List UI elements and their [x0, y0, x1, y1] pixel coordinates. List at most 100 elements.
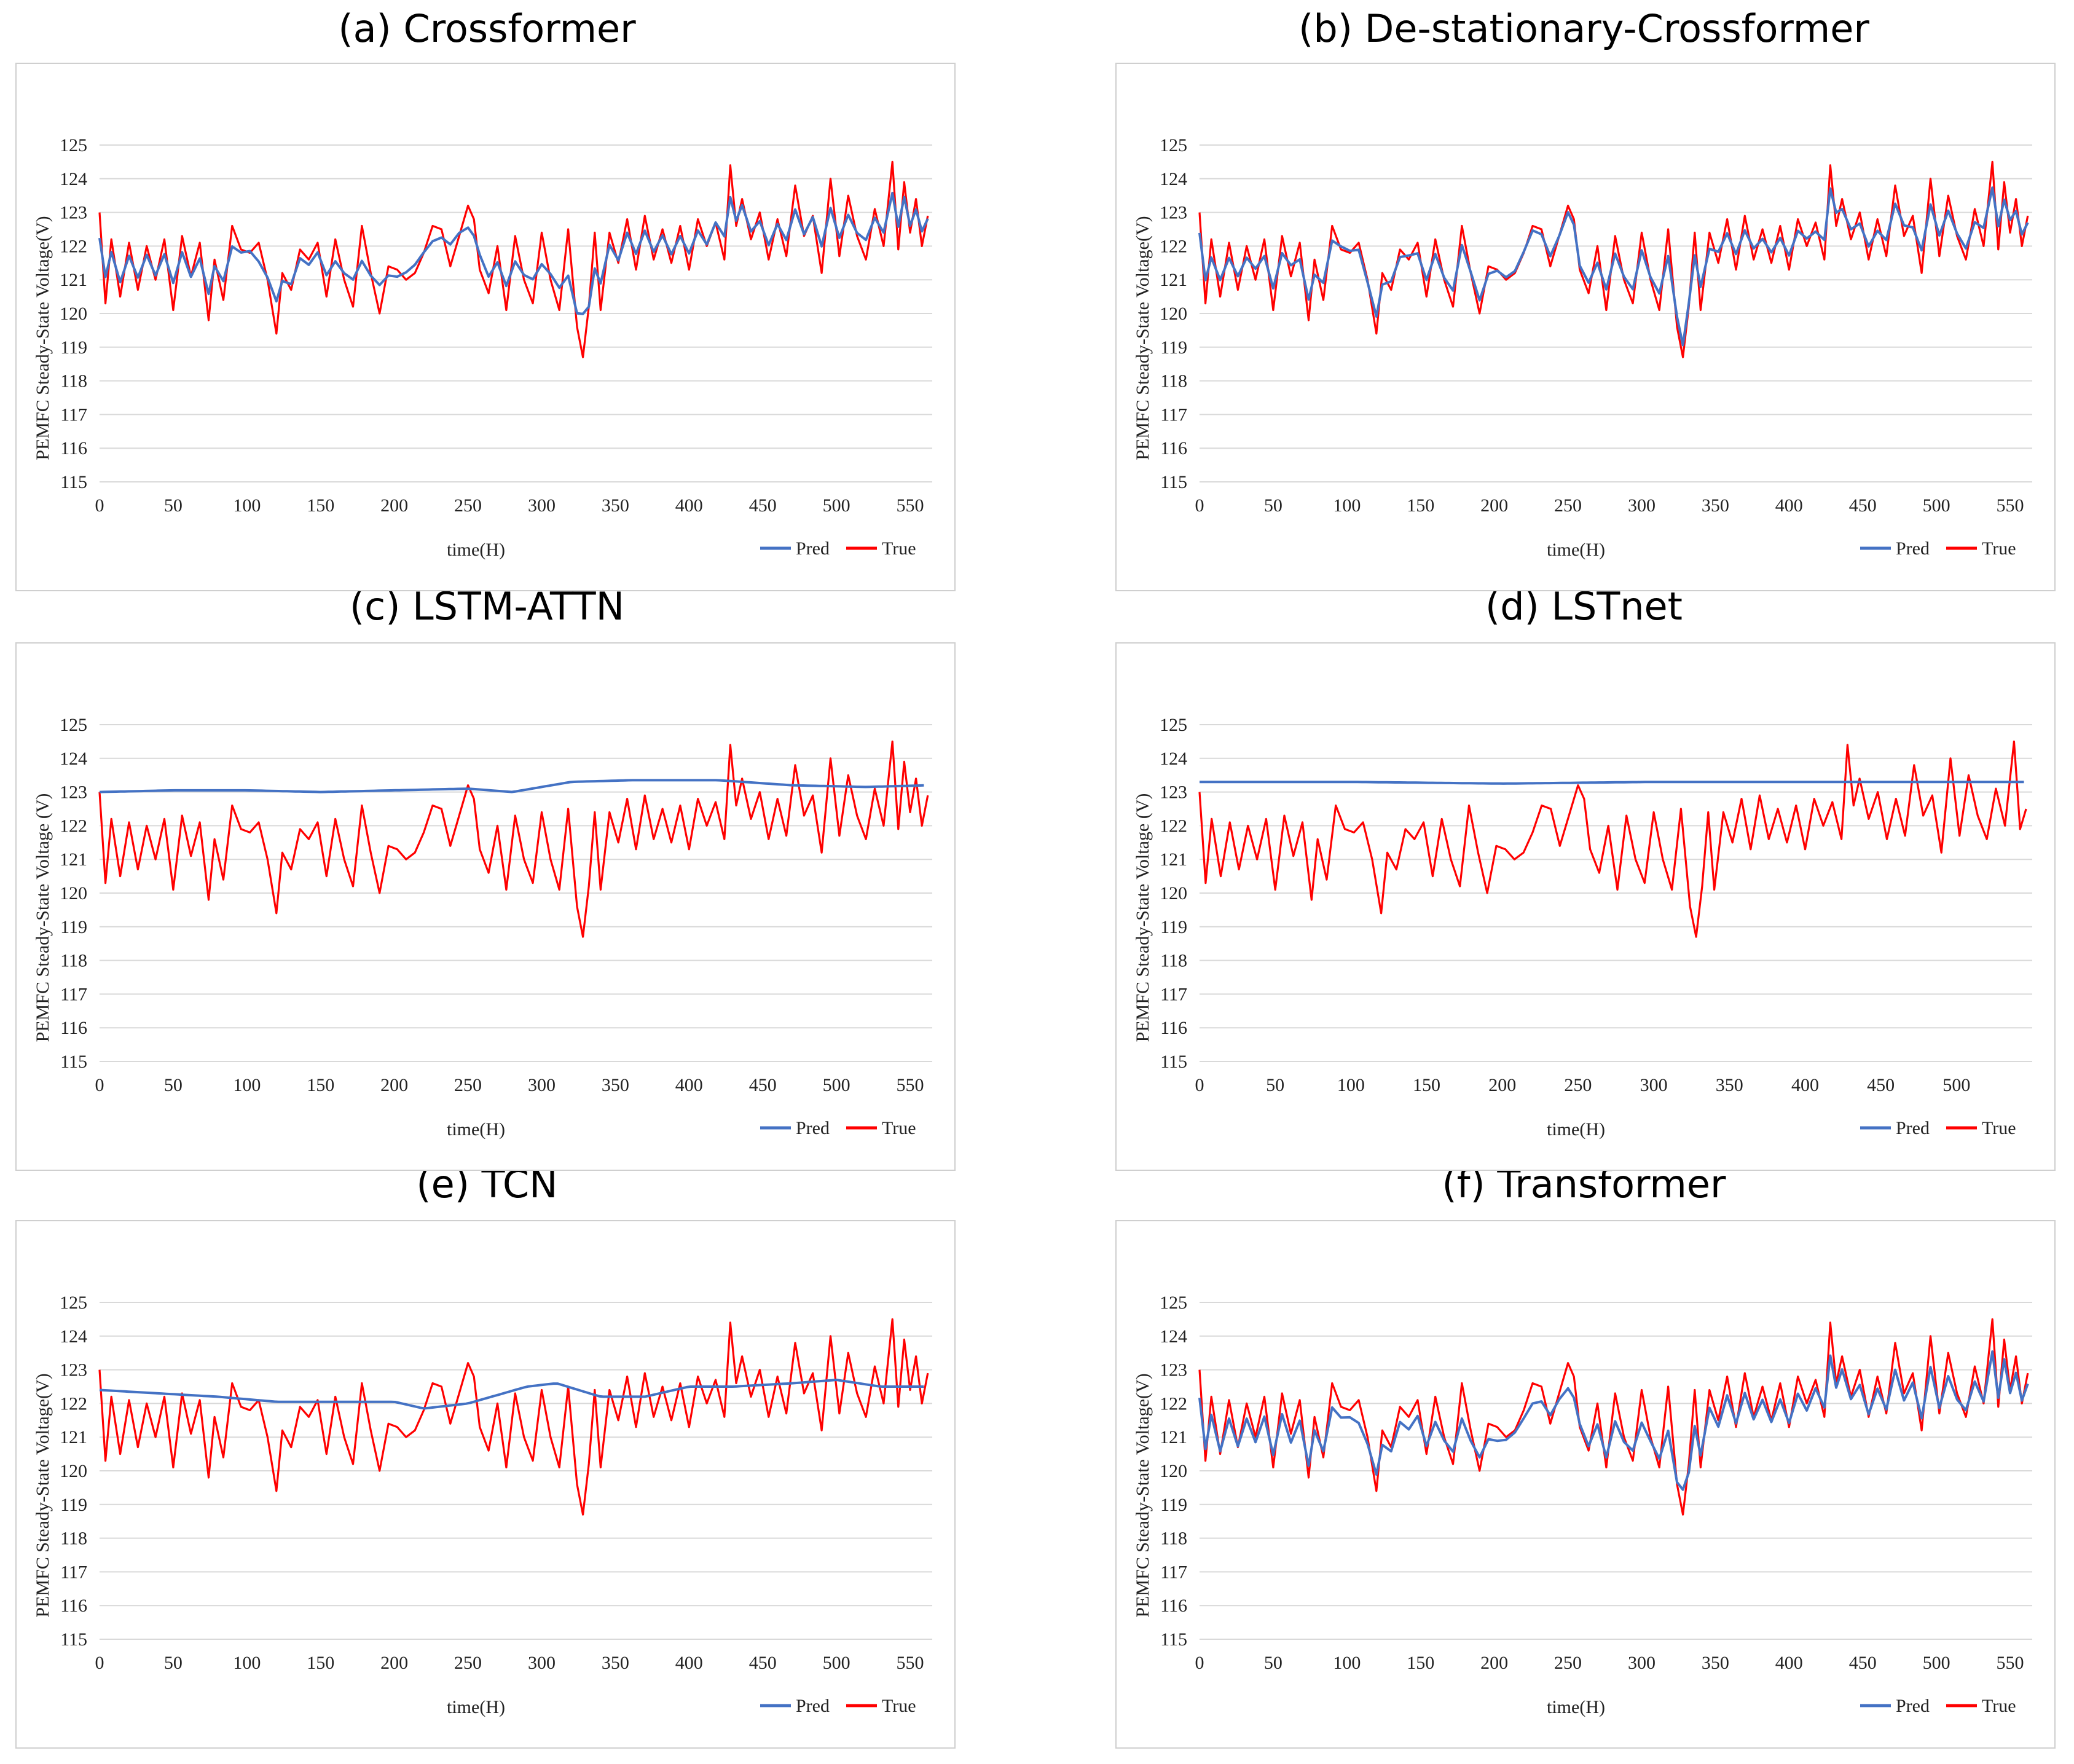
x-tick-label: 50: [1266, 1075, 1284, 1095]
y-tick-label: 123: [60, 782, 87, 803]
x-tick-label: 150: [1413, 1075, 1440, 1095]
y-tick-label: 125: [60, 715, 87, 735]
y-tick-label: 117: [1160, 1562, 1187, 1582]
y-tick-label: 116: [60, 438, 87, 459]
x-tick-label: 400: [675, 1075, 703, 1095]
x-tick-label: 0: [95, 495, 104, 516]
y-tick-label: 117: [60, 984, 87, 1004]
x-tick-label: 350: [602, 1653, 629, 1673]
legend-label-true: True: [882, 1118, 916, 1138]
panel-title-a: (a) Crossformer: [338, 6, 636, 51]
y-tick-label: 124: [1160, 169, 1187, 189]
y-tick-label: 117: [60, 404, 87, 425]
x-tick-label: 550: [1997, 1653, 2024, 1673]
legend-label-pred: Pred: [796, 1696, 830, 1716]
y-tick-label: 122: [60, 1393, 87, 1414]
y-axis-label: PEMFC Steady-State Voltage(V): [1133, 216, 1153, 460]
x-tick-label: 250: [1554, 1653, 1582, 1673]
y-tick-label: 118: [1160, 1529, 1187, 1549]
x-tick-label: 500: [823, 1653, 850, 1673]
x-tick-label: 100: [1333, 495, 1361, 516]
x-tick-label: 0: [95, 1653, 104, 1673]
x-tick-label: 300: [1628, 1653, 1656, 1673]
y-tick-label: 120: [1160, 883, 1187, 904]
y-tick-label: 123: [1160, 1360, 1187, 1380]
y-axis-label: PEMFC Steady-State Voltage (V): [1133, 793, 1153, 1042]
panel-title-c: (c) LSTM-ATTN: [349, 584, 625, 629]
legend-label-true: True: [1982, 1696, 2016, 1716]
y-tick-label: 121: [1160, 849, 1187, 870]
x-tick-label: 200: [380, 1653, 408, 1673]
series-line-pred: [99, 779, 924, 793]
y-tick-label: 125: [1160, 1293, 1187, 1313]
x-tick-label: 150: [1407, 495, 1434, 516]
x-tick-label: 0: [1195, 1653, 1204, 1673]
y-tick-label: 119: [60, 917, 87, 937]
y-tick-label: 120: [60, 883, 87, 904]
chart-panel-f: 115 116 117 118 119 120 121 122 123 124 125 0 50 100 1…: [1115, 1220, 2056, 1749]
y-tick-label: 125: [60, 1293, 87, 1313]
x-tick-label: 100: [1337, 1075, 1365, 1095]
series-line-true: [1198, 1318, 2029, 1516]
y-tick-label: 125: [60, 135, 87, 156]
x-axis-label: time(H): [1547, 1119, 1605, 1140]
x-axis-label: time(H): [1547, 1697, 1605, 1717]
x-tick-label: 200: [380, 495, 408, 516]
chart-svg-b: 115 116 117 118 119 120 121 122 123 124 125 0 50 100 1…: [1133, 135, 2032, 560]
x-tick-label: 150: [307, 495, 334, 516]
y-tick-label: 123: [60, 203, 87, 223]
x-tick-label: 350: [602, 1075, 629, 1095]
y-tick-label: 123: [1160, 203, 1187, 223]
y-tick-label: 120: [60, 1461, 87, 1481]
legend-label-true: True: [882, 538, 916, 559]
y-tick-label: 116: [60, 1018, 87, 1038]
x-tick-label: 200: [1480, 495, 1508, 516]
legend-label-pred: Pred: [796, 1118, 830, 1138]
x-tick-label: 450: [1867, 1075, 1895, 1095]
x-tick-label: 450: [749, 495, 777, 516]
x-tick-label: 200: [1488, 1075, 1516, 1095]
x-tick-label: 100: [1333, 1653, 1361, 1673]
chart-panel-c: 115 116 117 118 119 120 121 122 123 124 125 0 50 100 1…: [15, 642, 956, 1171]
y-tick-label: 119: [60, 337, 87, 358]
x-tick-label: 400: [675, 1653, 703, 1673]
x-tick-label: 450: [1849, 495, 1877, 516]
y-axis-label: PEMFC Steady-State Voltage(V): [33, 1373, 53, 1617]
x-tick-label: 250: [1554, 495, 1582, 516]
x-tick-label: 50: [1264, 1653, 1283, 1673]
y-tick-label: 119: [1160, 917, 1187, 937]
y-tick-label: 124: [1160, 749, 1187, 769]
y-tick-label: 117: [60, 1562, 87, 1582]
y-tick-label: 119: [1160, 1495, 1187, 1515]
y-tick-label: 125: [1160, 135, 1187, 156]
y-tick-label: 121: [1160, 270, 1187, 290]
y-tick-label: 124: [1160, 1326, 1187, 1347]
x-tick-label: 300: [528, 1653, 556, 1673]
x-tick-label: 150: [307, 1653, 334, 1673]
x-tick-label: 350: [1716, 1075, 1743, 1095]
x-tick-label: 250: [454, 495, 482, 516]
chart-panel-a: 115 116 117 118 119 120 121 122 123 124 125 0 50 100 1…: [15, 63, 956, 591]
panel-title-d: (d) LSTnet: [1485, 584, 1683, 629]
x-tick-label: 0: [1195, 495, 1204, 516]
x-tick-label: 450: [1849, 1653, 1877, 1673]
series-line-pred: [1198, 186, 2029, 347]
x-axis-label: time(H): [1547, 540, 1605, 560]
y-tick-label: 118: [60, 371, 87, 392]
x-tick-label: 250: [454, 1075, 482, 1095]
chart-panel-e: 115 116 117 118 119 120 121 122 123 124 125 0 50 100 1…: [15, 1220, 956, 1749]
x-tick-label: 400: [1775, 1653, 1803, 1673]
series-line-pred: [99, 1379, 924, 1410]
series-line-true: [98, 1318, 929, 1516]
x-tick-label: 450: [749, 1653, 777, 1673]
x-tick-label: 0: [95, 1075, 104, 1095]
x-axis-label: time(H): [447, 1119, 505, 1140]
series-line-true: [1198, 740, 2027, 938]
y-axis-label: PEMFC Steady-State Voltage (V): [33, 793, 53, 1042]
x-axis-label: time(H): [447, 1697, 505, 1717]
y-tick-label: 115: [60, 1629, 87, 1650]
x-tick-label: 50: [1264, 495, 1283, 516]
x-tick-label: 550: [897, 1075, 924, 1095]
y-axis-label: PEMFC Steady-State Voltage(V): [1133, 1373, 1153, 1617]
y-tick-label: 121: [60, 1427, 87, 1447]
